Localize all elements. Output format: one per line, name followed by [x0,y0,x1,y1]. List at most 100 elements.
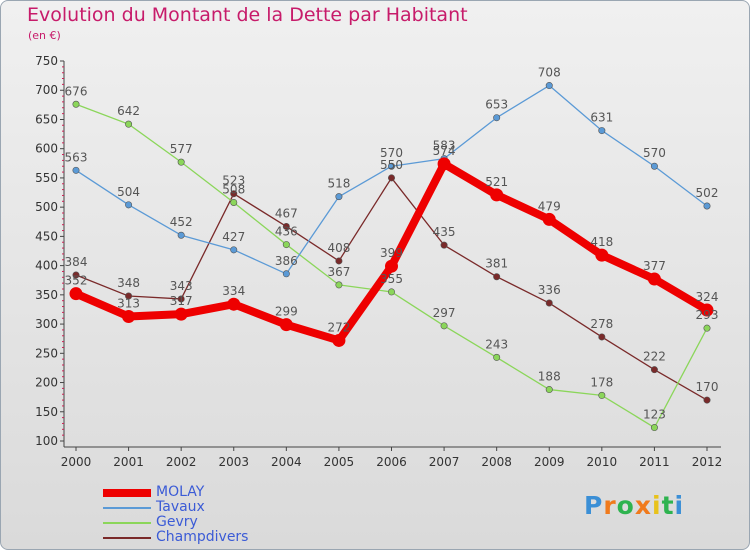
data-label-champdivers: 222 [643,350,666,364]
y-tick-label: 300 [35,317,58,331]
data-point-molay [174,307,188,321]
chart-title: Evolution du Montant de la Dette par Hab… [27,4,468,26]
data-point-tavaux [282,270,290,278]
data-label-tavaux: 570 [380,146,403,160]
logo-letter: r [603,491,617,520]
data-point-champdivers [545,299,553,307]
data-point-gevry [177,158,185,166]
data-point-tavaux [177,231,185,239]
data-label-tavaux: 631 [590,111,613,125]
data-label-tavaux: 386 [275,254,298,268]
data-label-gevry: 355 [380,272,403,286]
data-label-molay: 521 [485,175,508,189]
data-label-gevry: 367 [327,265,350,279]
data-point-molay [122,309,136,323]
data-label-champdivers: 435 [433,225,456,239]
data-point-champdivers [335,257,343,265]
y-tick-label: 550 [35,171,58,185]
data-point-molay [385,259,398,273]
data-label-molay: 574 [433,144,456,158]
data-label-champdivers: 408 [327,241,350,255]
y-tick-label: 100 [35,434,58,448]
y-tick-label: 700 [35,83,58,97]
data-point-gevry [282,241,290,249]
data-label-tavaux: 518 [327,177,350,191]
y-tick-label: 450 [35,229,58,243]
data-label-tavaux: 502 [696,186,719,200]
data-label-champdivers: 384 [65,255,88,269]
data-label-gevry: 293 [696,308,719,322]
data-point-champdivers [493,273,501,281]
logo-letter: x [634,491,652,520]
x-tick-label: 2010 [587,455,618,469]
data-label-champdivers: 381 [485,257,508,271]
data-point-tavaux [387,162,395,170]
data-label-molay: 418 [590,235,613,249]
x-tick-label: 2003 [218,455,249,469]
data-label-gevry: 436 [275,225,298,239]
x-tick-label: 2002 [166,455,197,469]
x-tick-label: 2007 [429,455,460,469]
data-label-champdivers: 278 [590,317,613,331]
data-point-gevry [650,424,658,432]
y-tick-label: 250 [35,346,58,360]
data-point-molay [69,287,83,301]
data-label-gevry: 642 [117,104,140,118]
data-point-champdivers [650,366,658,374]
data-label-gevry: 178 [590,375,613,389]
legend-swatch [103,522,151,524]
logo-letter: t [661,491,675,520]
data-point-molay [490,188,504,202]
x-tick-label: 2008 [481,455,512,469]
data-label-molay: 334 [222,284,245,298]
data-point-champdivers [72,271,80,279]
logo-letter: P [584,491,604,520]
x-tick-label: 2000 [61,455,92,469]
data-label-molay: 377 [643,259,666,273]
data-label-champdivers: 170 [696,380,719,394]
data-point-gevry [72,100,80,108]
data-point-tavaux [493,114,501,122]
data-label-tavaux: 427 [222,230,245,244]
data-label-molay: 272 [327,320,350,334]
data-point-champdivers [177,295,185,303]
data-point-tavaux [72,166,80,174]
data-label-gevry: 508 [222,182,245,196]
legend-label: Champdivers [156,529,249,545]
y-tick-label: 600 [35,142,58,156]
data-point-gevry [335,281,343,289]
data-point-tavaux [230,246,238,254]
chart-subtitle: (en €) [28,29,61,42]
data-point-gevry [440,322,448,330]
legend-label: MOLAY [156,484,205,500]
data-point-tavaux [598,127,606,135]
data-label-tavaux: 452 [170,215,193,229]
data-label-champdivers: 343 [170,279,193,293]
data-label-tavaux: 708 [538,66,561,80]
y-tick-label: 200 [35,376,58,390]
data-point-tavaux [545,82,553,90]
data-label-champdivers: 550 [380,158,403,172]
data-label-tavaux: 563 [65,150,88,164]
x-tick-label: 2012 [692,455,723,469]
data-label-champdivers: 467 [275,206,298,220]
data-point-gevry [598,391,606,399]
logo-letter: i [674,491,685,520]
data-point-champdivers [125,292,133,300]
data-point-molay [227,297,241,311]
data-label-gevry: 297 [433,306,456,320]
logo-letter: i [652,491,662,520]
data-point-gevry [493,353,501,361]
data-point-champdivers [282,222,290,230]
data-point-gevry [230,198,238,206]
data-point-molay [437,157,451,171]
data-label-gevry: 123 [643,408,666,422]
y-tick-label: 400 [35,259,58,273]
x-tick-label: 2011 [639,455,670,469]
data-point-champdivers [230,190,238,198]
x-tick-label: 2005 [324,455,355,469]
y-tick-label: 650 [35,112,58,126]
data-point-gevry [387,288,395,296]
data-point-molay [542,212,556,226]
